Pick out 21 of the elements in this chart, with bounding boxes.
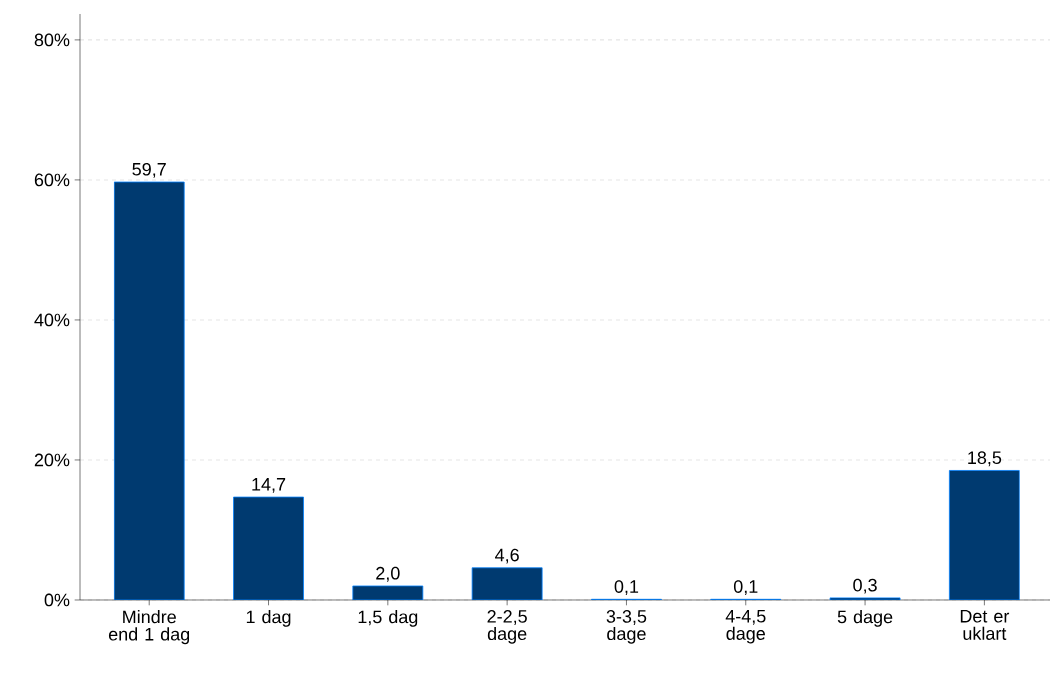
data-label: 2,0 xyxy=(376,566,400,582)
x-tick-label: 3-3,5 dage xyxy=(606,610,647,644)
data-label: 4,6 xyxy=(495,548,519,564)
y-tick-label: 40% xyxy=(34,313,70,327)
x-tick-label: 1,5 dag xyxy=(358,610,418,627)
data-label: 0,1 xyxy=(614,580,639,596)
x-tick-label: 1 dag xyxy=(246,610,291,627)
y-tick-label: 80% xyxy=(34,33,70,47)
x-tick-label: Det er uklart xyxy=(960,610,1010,640)
data-label: 59,7 xyxy=(132,162,166,178)
x-tick-label: 4-4,5 dage xyxy=(725,610,766,644)
x-tick-label: 2-2,5 dage xyxy=(487,610,527,644)
y-tick-label: 0% xyxy=(44,593,70,607)
data-label: 0,1 xyxy=(733,580,758,596)
data-label: 18,5 xyxy=(968,451,1002,467)
y-tick-label: 60% xyxy=(34,173,70,187)
data-label: 14,7 xyxy=(252,478,286,493)
data-label: 0,3 xyxy=(853,578,877,594)
y-tick-label: 20% xyxy=(34,453,70,467)
x-tick-label: 5 dage xyxy=(837,610,893,627)
x-tick-label: Mindre end 1 dag xyxy=(108,610,190,645)
